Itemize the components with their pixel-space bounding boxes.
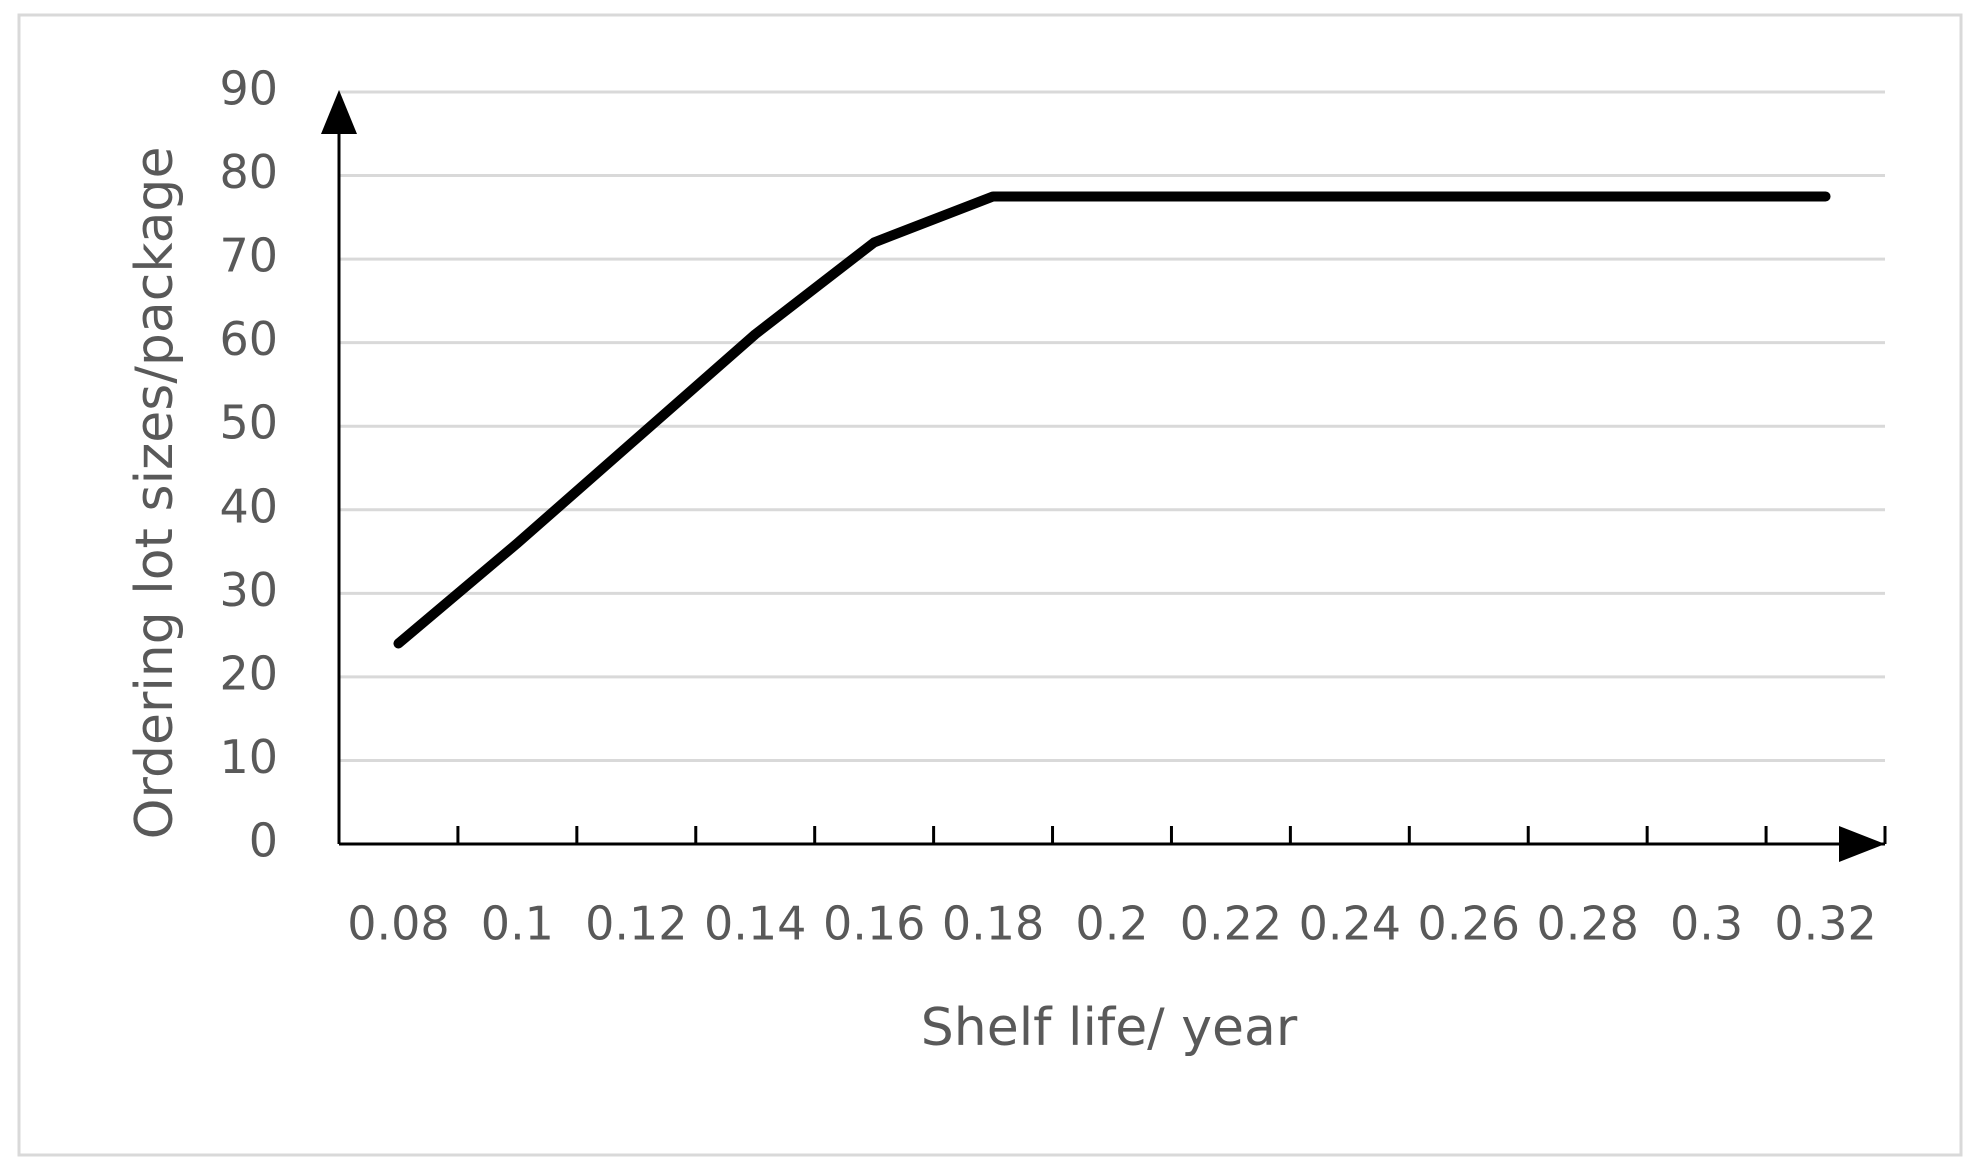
chart-frame xyxy=(17,13,1963,1157)
x-tick-label: 0.24 xyxy=(1299,897,1401,951)
x-tick-label: 0.18 xyxy=(942,897,1044,951)
data-line xyxy=(393,191,1831,649)
y-tick-label: 80 xyxy=(219,145,278,199)
y-tick-label: 40 xyxy=(219,479,278,533)
y-tick-label: 50 xyxy=(219,396,278,450)
y-tick-label: 20 xyxy=(219,646,278,700)
x-tick-label: 0.1 xyxy=(481,897,554,951)
x-axis-arrow xyxy=(1839,826,1885,862)
y-tick-label: 0 xyxy=(249,814,278,868)
x-tick-label: 0.12 xyxy=(585,897,687,951)
y-tick-label: 10 xyxy=(219,730,278,784)
x-tick-label: 0.14 xyxy=(704,897,806,951)
y-tick-label: 30 xyxy=(219,563,278,617)
x-tick-label: 0.08 xyxy=(347,897,449,951)
y-tick-label: 60 xyxy=(219,312,278,366)
x-tick-label: 0.3 xyxy=(1670,897,1743,951)
x-tick-label: 0.28 xyxy=(1536,897,1638,951)
y-axis-arrow xyxy=(321,90,357,134)
x-tick-label: 0.26 xyxy=(1418,897,1520,951)
x-tick-label: 0.22 xyxy=(1180,897,1282,951)
x-tick-label: 0.2 xyxy=(1075,897,1148,951)
y-tick-label: 90 xyxy=(219,62,278,116)
y-tick-label: 70 xyxy=(219,229,278,283)
x-axis-title: Shelf life/ year xyxy=(921,998,1298,1058)
x-tick-label: 0.16 xyxy=(823,897,925,951)
y-axis-title: Ordering lot sizes/package xyxy=(125,147,185,840)
x-tick-label: 0.32 xyxy=(1774,897,1876,951)
